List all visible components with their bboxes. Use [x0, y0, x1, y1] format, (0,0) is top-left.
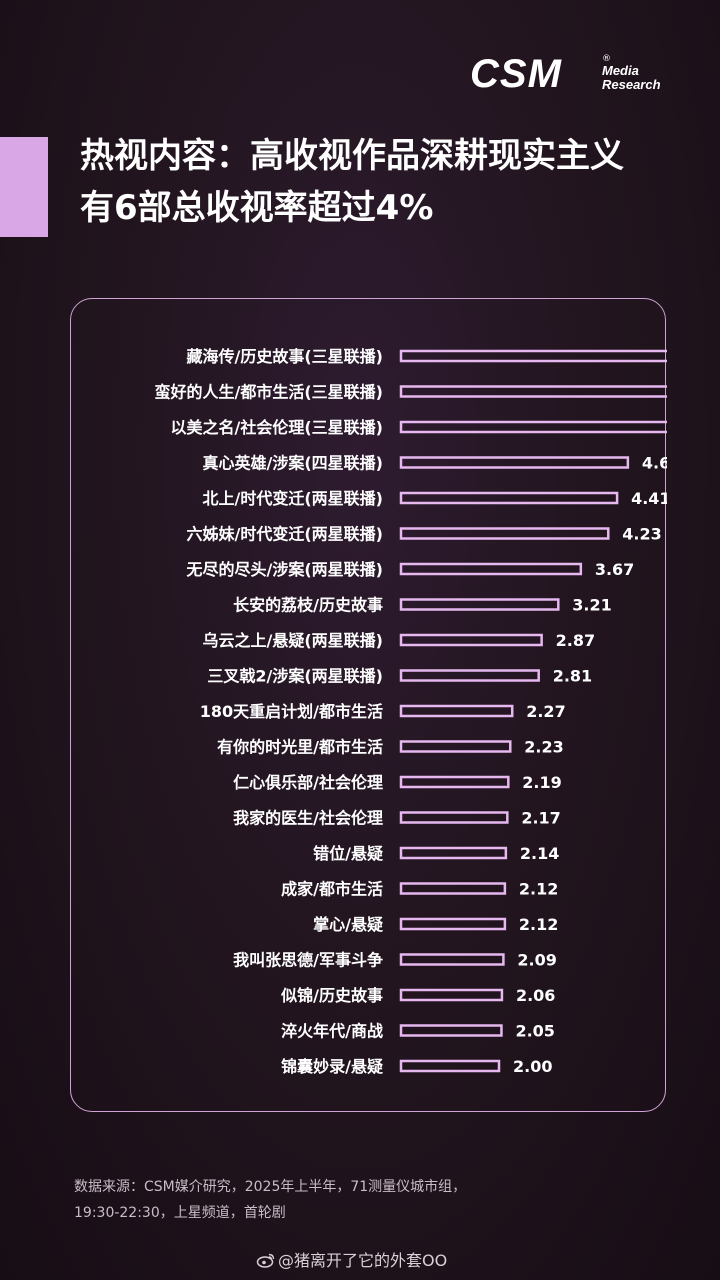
- logo-subtitle: Media Research: [602, 64, 682, 92]
- bar: [399, 456, 630, 469]
- bar: [399, 669, 540, 682]
- category-label: 六姊妹/时代变迁(两星联播): [187, 525, 383, 544]
- source-line-1: 数据来源：CSM媒介研究，2025年上半年，71测量仪城市组，: [74, 1179, 467, 1195]
- category-label: 有你的时光里/都市生活: [217, 738, 383, 757]
- bar: [399, 562, 583, 576]
- chart-panel: 藏海传/历史故事(三星联播)6.43蛮好的人生/都市生活(三星联播)6.29以美…: [70, 298, 667, 1112]
- bar: [399, 917, 507, 931]
- category-label: 藏海传/历史故事(三星联播): [187, 347, 383, 366]
- category-label: 乌云之上/悬疑(两星联播): [203, 631, 383, 650]
- category-label: 长安的荔枝/历史故事: [233, 596, 383, 615]
- category-label: 真心英雄/涉案(四星联播): [203, 454, 383, 473]
- category-label: 淬火年代/商战: [281, 1022, 383, 1041]
- logo-line-1: Media: [602, 63, 639, 78]
- logo-line-2: Research: [602, 77, 661, 92]
- bar: [399, 420, 667, 434]
- bar: [399, 740, 512, 753]
- logo-registered-mark: ®: [602, 54, 611, 64]
- bar: [399, 1024, 503, 1037]
- value-label: 2.06: [516, 986, 555, 1005]
- category-label: 我叫张思德/军事斗争: [233, 951, 383, 970]
- value-label: 2.23: [524, 738, 563, 757]
- title-line-2: 有6部总收视率超过4%: [80, 188, 434, 228]
- data-source-note: 数据来源：CSM媒介研究，2025年上半年，71测量仪城市组， 19:30-22…: [74, 1174, 674, 1226]
- category-label: 仁心俱乐部/社会伦理: [233, 773, 383, 792]
- value-label: 3.67: [595, 560, 634, 579]
- logo-brand: CSM: [470, 52, 562, 96]
- bar: [399, 527, 610, 540]
- value-label: 2.12: [519, 915, 558, 934]
- category-label: 蛮好的人生/都市生活(三星联播): [155, 383, 383, 402]
- value-label: 2.12: [519, 880, 558, 899]
- category-label: 错位/悬疑: [313, 844, 383, 863]
- bar: [399, 988, 504, 1002]
- weibo-icon: [256, 1253, 275, 1268]
- bar: [399, 704, 514, 718]
- bar: [399, 349, 667, 363]
- category-label: 北上/时代变迁(两星联播): [203, 489, 383, 508]
- category-label: 我家的医生/社会伦理: [233, 809, 383, 828]
- source-line-2: 19:30-22:30，上星频道，首轮剧: [74, 1205, 286, 1221]
- bar: [399, 598, 560, 611]
- watermark-text: @猪离开了它的外套OO: [278, 1251, 448, 1270]
- bar: [399, 775, 510, 789]
- value-label: 2.00: [513, 1057, 552, 1076]
- bar: [399, 491, 619, 505]
- value-label: 2.14: [520, 844, 559, 863]
- bar: [399, 953, 505, 966]
- bar: [399, 1059, 501, 1073]
- category-label: 成家/都市生活: [281, 880, 383, 899]
- category-label: 锦囊妙录/悬疑: [281, 1057, 383, 1076]
- bar-chart: 藏海传/历史故事(三星联播)6.43蛮好的人生/都市生活(三星联播)6.29以美…: [155, 347, 667, 1076]
- bar: [399, 633, 543, 647]
- title-line-1: 热视内容：高收视作品深耕现实主义: [80, 136, 624, 176]
- value-label: 2.87: [556, 631, 595, 650]
- category-label: 以美之名/社会伦理(三星联播): [171, 418, 383, 437]
- bar: [399, 882, 507, 895]
- page-title: 热视内容：高收视作品深耕现实主义 有6部总收视率超过4%: [80, 130, 700, 234]
- value-label: 2.09: [517, 951, 556, 970]
- value-label: 2.05: [515, 1022, 554, 1041]
- category-label: 掌心/悬疑: [313, 915, 383, 934]
- value-label: 2.19: [522, 773, 561, 792]
- value-label: 3.21: [572, 596, 611, 615]
- csm-logo: CSM ® Media Research: [470, 52, 680, 102]
- value-label: 2.17: [521, 809, 560, 828]
- bar: [399, 385, 667, 398]
- value-label: 2.81: [553, 667, 592, 686]
- category-label: 似锦/历史故事: [280, 986, 383, 1005]
- bar: [399, 846, 508, 860]
- title-accent-bar: [0, 137, 48, 237]
- bar: [399, 811, 509, 824]
- value-label: 4.63: [642, 454, 667, 473]
- weibo-watermark: @猪离开了它的外套OO: [256, 1247, 447, 1271]
- value-label: 2.27: [526, 702, 565, 721]
- category-label: 无尽的尽头/涉案(两星联播): [186, 560, 383, 579]
- category-label: 三叉戟2/涉案(两星联播): [207, 667, 383, 686]
- value-label: 4.23: [622, 525, 661, 544]
- category-label: 180天重启计划/都市生活: [200, 702, 383, 721]
- value-label: 4.41: [631, 489, 667, 508]
